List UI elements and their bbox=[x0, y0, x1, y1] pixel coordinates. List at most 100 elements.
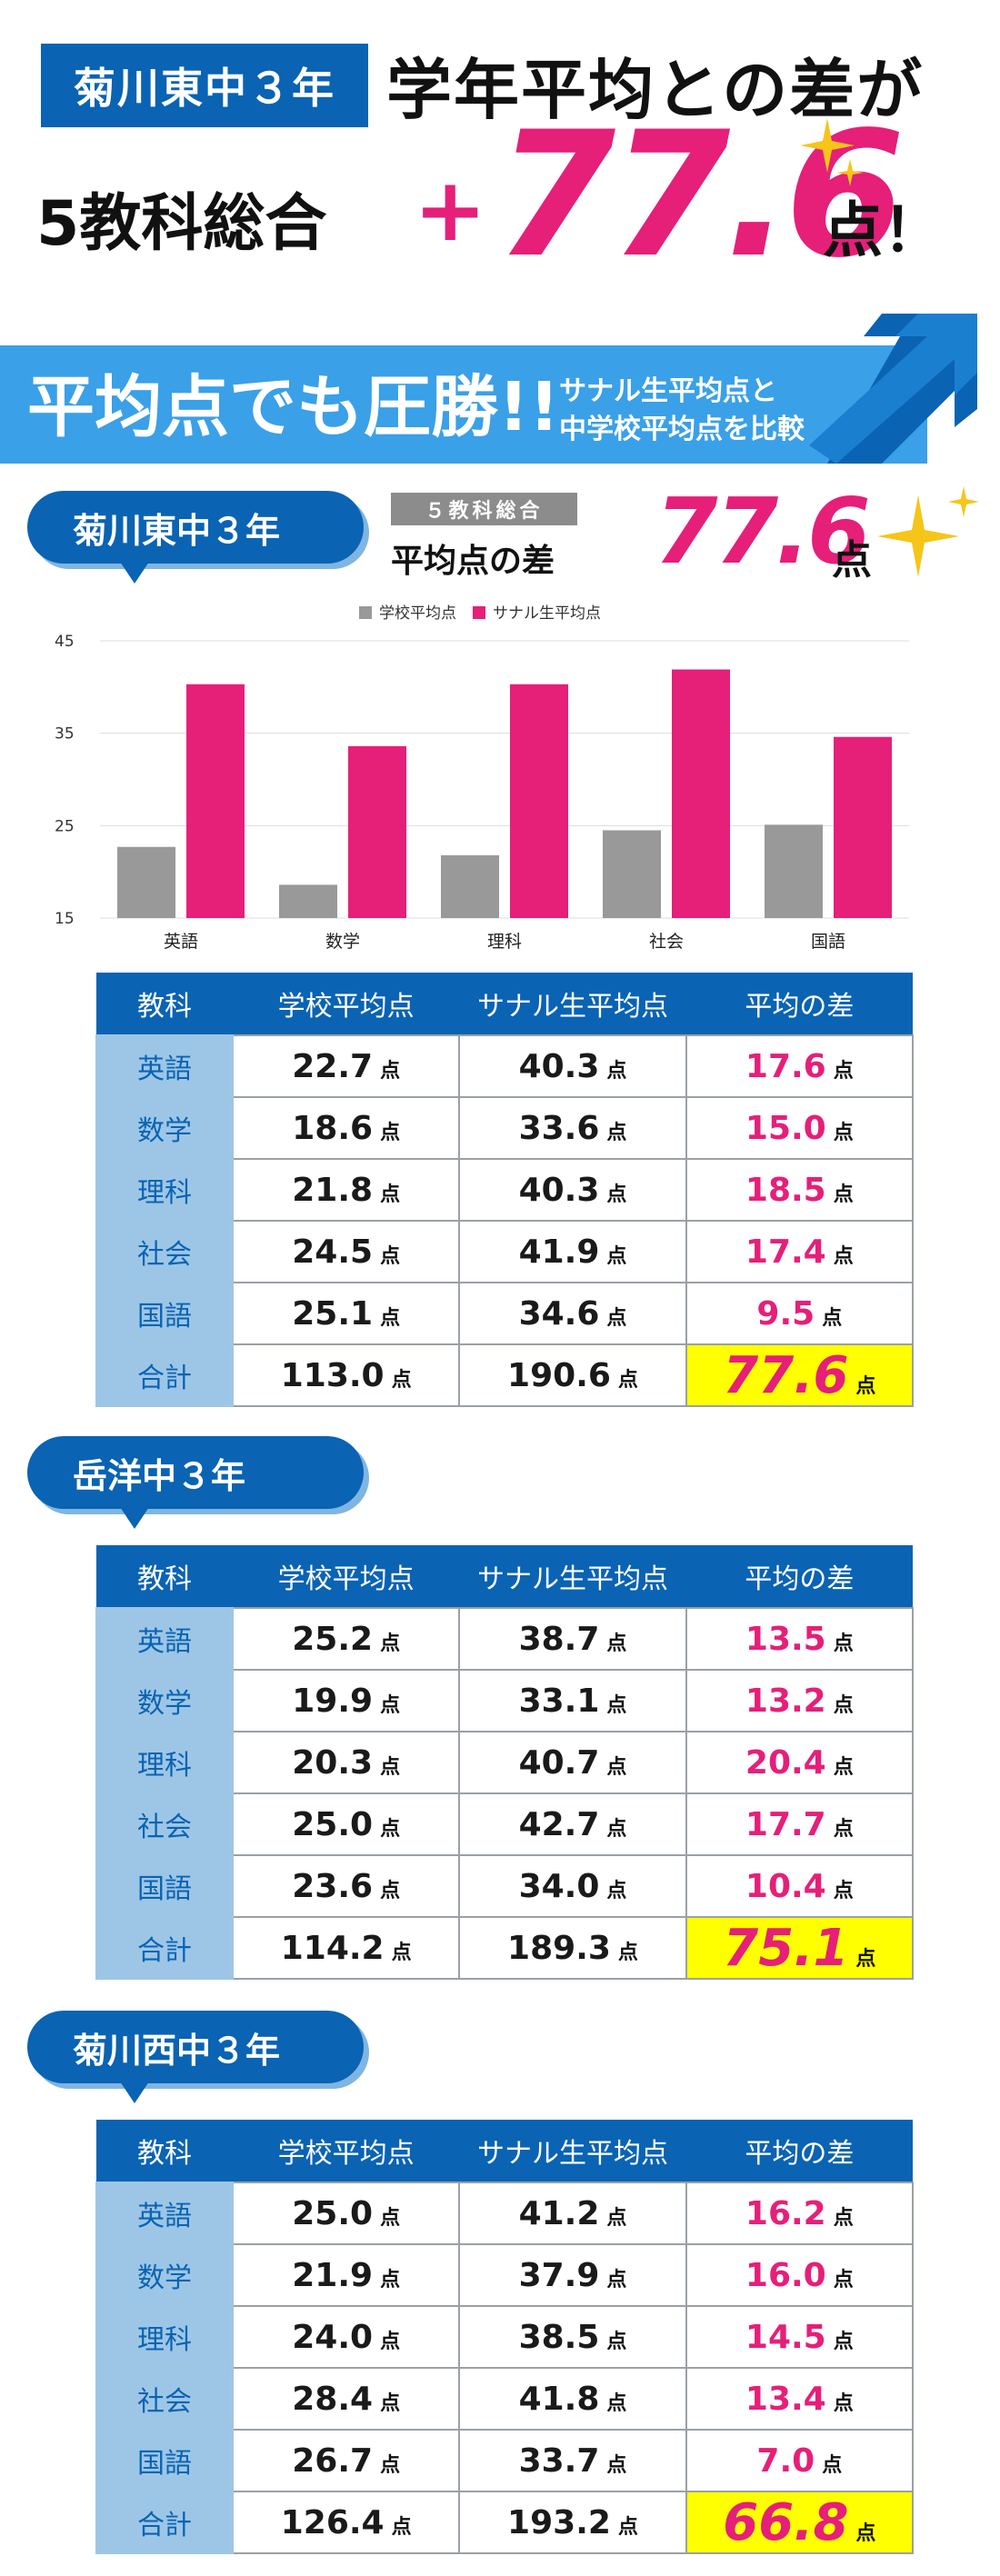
bar-school-avg bbox=[603, 830, 661, 918]
school-avg-cell: 126.4 点 bbox=[231, 2491, 461, 2554]
y-tick-label: 25 bbox=[55, 817, 75, 835]
tag-tail bbox=[120, 562, 149, 584]
unit-label: 点 bbox=[606, 1244, 627, 1268]
school-badge: 菊川東中３年 bbox=[41, 44, 368, 127]
sanaru-avg-cell: 42.7 点 bbox=[458, 1792, 687, 1856]
subject-cell-value: 英語 bbox=[137, 2201, 192, 2232]
subject-cell: 英語 bbox=[95, 2182, 234, 2245]
sanaru-avg-cell: 38.7 点 bbox=[458, 1607, 687, 1671]
unit-label: 点 bbox=[822, 1306, 843, 1330]
unit-label: 点 bbox=[833, 2268, 854, 2291]
diff-cell: 18.5 点 bbox=[685, 1158, 915, 1222]
table-row: 国語 26.7 点 33.7 点 7.0 点 bbox=[95, 2429, 915, 2492]
diff-cell: 16.0 点 bbox=[685, 2243, 915, 2307]
banner-sub-line1: サナル生平均点と bbox=[559, 375, 777, 407]
headline-unit: 点！ bbox=[823, 195, 943, 265]
sanaru-avg-cell: 40.3 点 bbox=[458, 1158, 687, 1222]
sanaru-avg-cell: 34.0 点 bbox=[458, 1854, 687, 1918]
unit-label: 点 bbox=[606, 1817, 627, 1841]
diff-cell-value: 20.4 bbox=[745, 1743, 826, 1782]
col-subject: 教科 bbox=[96, 973, 233, 1035]
subject-cell: 理科 bbox=[95, 1731, 234, 1794]
tag-tail bbox=[120, 1507, 149, 1529]
diff-cell: 10.4 点 bbox=[685, 1854, 915, 1918]
subject-cell: 合計 bbox=[95, 1343, 234, 1407]
sanaru-avg-cell: 41.9 点 bbox=[458, 1220, 687, 1283]
unit-label: 点 bbox=[606, 2206, 627, 2230]
unit-label: 点 bbox=[606, 1183, 627, 1206]
subject-cell-value: 合計 bbox=[137, 1935, 192, 1967]
table-row: 社会 28.4 点 41.8 点 13.4 点 bbox=[95, 2367, 915, 2431]
headline-plus: + bbox=[414, 159, 487, 261]
x-tick-label: 社会 bbox=[649, 932, 684, 952]
diff-cell: 13.4 点 bbox=[685, 2367, 915, 2431]
diff-cell-value: 9.5 bbox=[756, 1294, 815, 1333]
diff-cell: 17.7 点 bbox=[685, 1792, 915, 1856]
sub-title: 平均点の差 bbox=[391, 543, 555, 580]
sanaru-avg-cell: 38.5 点 bbox=[458, 2305, 687, 2369]
school-avg-cell-value: 24.5 bbox=[292, 1233, 374, 1271]
y-tick-label: 45 bbox=[55, 633, 75, 651]
table-row: 社会 25.0 点 42.7 点 17.7 点 bbox=[95, 1792, 915, 1856]
subject-cell: 国語 bbox=[95, 1282, 234, 1345]
unit-label: 点 bbox=[380, 1059, 401, 1083]
school-avg-cell-value: 25.1 bbox=[292, 1294, 374, 1333]
unit-label: 点 bbox=[606, 1306, 627, 1330]
unit-label: 点 bbox=[380, 1693, 401, 1717]
table-row: 理科 20.3 点 40.7 点 20.4 点 bbox=[95, 1731, 915, 1794]
sanaru-avg-cell-value: 40.7 bbox=[518, 1743, 600, 1782]
diff-cell-value: 17.6 bbox=[745, 1047, 826, 1085]
table-row: 英語 22.7 点 40.3 点 17.6 点 bbox=[95, 1034, 915, 1098]
unit-label: 点 bbox=[606, 1755, 627, 1779]
table-row: 数学 18.6 点 33.6 点 15.0 点 bbox=[95, 1096, 915, 1160]
sanaru-avg-cell-value: 33.1 bbox=[518, 1682, 600, 1720]
sanaru-avg-cell: 193.2 点 bbox=[458, 2491, 687, 2554]
unit-label: 点 bbox=[391, 1941, 412, 1964]
school-avg-cell: 25.0 点 bbox=[231, 1792, 461, 1856]
bar-sanaru-avg bbox=[348, 745, 406, 918]
bar-sanaru-avg bbox=[672, 669, 730, 918]
subject-cell-value: 理科 bbox=[137, 1750, 192, 1782]
subject-cell-value: 理科 bbox=[137, 1177, 192, 1209]
sanaru-avg-cell-value: 33.6 bbox=[518, 1109, 600, 1147]
unit-label: 点 bbox=[606, 2391, 627, 2415]
subject-cell: 数学 bbox=[95, 1096, 234, 1160]
unit-label: 点 bbox=[833, 1879, 854, 1902]
school-avg-cell: 25.0 点 bbox=[231, 2182, 461, 2245]
unit-label: 点 bbox=[606, 1632, 627, 1655]
school-avg-cell: 114.2 点 bbox=[231, 1916, 461, 1980]
y-tick-label: 35 bbox=[55, 725, 75, 744]
sanaru-avg-cell-value: 34.6 bbox=[518, 1294, 600, 1333]
banner-main-text: 平均点でも圧勝!! bbox=[27, 368, 560, 446]
school-avg-cell-value: 25.2 bbox=[292, 1620, 374, 1658]
sanaru-avg-cell: 41.8 点 bbox=[458, 2367, 687, 2431]
banner-sub-line2: 中学校平均点を比較 bbox=[559, 414, 805, 445]
unit-label: 点 bbox=[833, 1693, 854, 1717]
school-avg-cell: 21.8 点 bbox=[231, 1158, 461, 1222]
unit-label: 点 bbox=[833, 1121, 854, 1144]
col-diff: 平均の差 bbox=[685, 1545, 913, 1608]
school-avg-cell-value: 21.9 bbox=[292, 2256, 374, 2294]
subject-cell-value: 数学 bbox=[137, 1115, 192, 1147]
diff-cell: 17.4 点 bbox=[685, 1220, 915, 1283]
diff-cell-value: 75.1 bbox=[723, 1918, 849, 1978]
table-row: 数学 19.9 点 33.1 点 13.2 点 bbox=[95, 1669, 915, 1732]
diff-value: 77.6 bbox=[655, 478, 871, 584]
subject-cell-value: 数学 bbox=[137, 2262, 192, 2294]
col-school-avg: 学校平均点 bbox=[233, 2120, 460, 2182]
school-avg-cell-value: 23.6 bbox=[292, 1867, 374, 1905]
subject-cell-value: 数学 bbox=[137, 1688, 192, 1720]
school-avg-cell: 18.6 点 bbox=[231, 1096, 461, 1160]
school-avg-cell: 24.5 点 bbox=[231, 1220, 461, 1283]
diff-cell-value: 17.7 bbox=[745, 1805, 826, 1843]
unit-label: 点 bbox=[833, 1059, 854, 1083]
headline-line1: 学年平均との差が bbox=[386, 52, 925, 128]
unit-label: 点 bbox=[606, 1121, 627, 1144]
col-subject: 教科 bbox=[96, 1545, 233, 1608]
table-row: 国語 25.1 点 34.6 点 9.5 点 bbox=[95, 1282, 915, 1345]
subject-cell: 数学 bbox=[95, 1669, 234, 1732]
unit-label: 点 bbox=[606, 1059, 627, 1083]
col-school-avg: 学校平均点 bbox=[233, 973, 460, 1035]
sanaru-avg-cell-value: 189.3 bbox=[507, 1929, 611, 1967]
x-tick-label: 国語 bbox=[811, 932, 845, 952]
